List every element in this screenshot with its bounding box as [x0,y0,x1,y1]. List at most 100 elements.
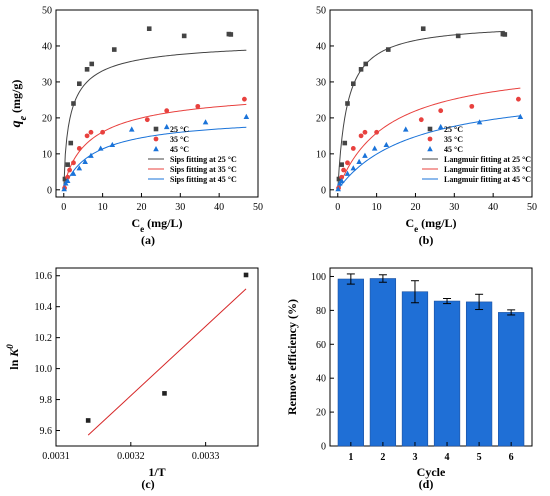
panel-b-series-1-point [420,26,426,31]
panel-b-series-1-point [351,81,356,87]
panel-b-series-2-point [438,108,444,114]
panel-b-fit-line-2 [337,87,521,190]
panel-d-ytick-label: 60 [316,340,326,351]
panel-a-series-1-point [111,47,117,52]
panel-d-xtick-label: 3 [412,452,417,463]
panel-c-van-t-hoff: 0.0031 0.0032 0.0033 9.6 9.8 10.0 10.2 10.4 10.6… [5,267,259,479]
panel-c-fit-line [87,288,247,436]
panel-c-xtick-label: 0.0032 [117,451,145,462]
panel-a-legend-entry: 25 °C [170,125,189,134]
panel-a-series-2-point [76,146,82,151]
panel-d-x-axis-label: Cycle [417,465,446,479]
panel-a-fit-line-2 [63,103,247,190]
panel-c-data-point [162,391,167,396]
panel-a-series-1-point [77,81,82,87]
panel-c-ytick-label: 10.6 [35,271,53,282]
panel-a-legend-entry: 45 °C [170,145,189,154]
panel-a-series-3-point [82,158,88,164]
panel-a-legend-marker-point [153,126,159,132]
panel-d-bar-cycle-4 [433,300,461,447]
panel-a-series-1-point [68,140,74,146]
panel-b-legend-marker-point [427,146,433,152]
panel-b-legend-entry: 35 °C [444,135,463,144]
panel-a-series-2-point [84,133,90,139]
panel-b-series-2-point [341,167,346,173]
panel-a-series-2-point [144,117,150,123]
panel-a-ytick-label: 20 [42,113,52,124]
panel-b-legend-entry: Langmuir fitting at 25 °C [444,155,531,164]
panel-c-ytick-label: 10.4 [35,302,53,313]
panel-d-cycle-bars: 0 20 40 60 80 100 1 2 3 4 5 6 Cycle Remove efficiency… [285,267,533,479]
panel-a-ytick-label: 30 [42,77,52,88]
panel-d-xtick-label: 2 [380,452,385,463]
panel-a-xtick-label: 10 [98,202,108,213]
panel-a-xtick-label: 50 [253,202,263,213]
panel-b-series-3-point [356,158,362,164]
panel-c-y-axis-label: ln K0 [5,344,21,370]
panel-d-plot-frame [329,267,533,447]
panel-a-series-2-point [195,103,201,109]
panel-a-series-2-point [100,129,106,135]
panel-a-series-2-point [65,174,71,180]
panel-b-series-3-point [476,119,483,125]
panel-label-a: (a) [141,233,155,247]
panel-b-series-2-point [362,129,368,135]
panel-a-series-3-point [243,113,250,120]
panel-b-series-3-point [344,170,351,176]
panel-a-series-1-point [65,162,70,167]
panel-b-xtick-label: 30 [449,202,459,213]
panel-b-series-1-point [342,140,348,146]
panel-b-series-2-point [516,96,521,102]
panel-a-ytick-label: 50 [42,6,52,17]
panel-b-series-3-point [437,123,444,130]
panel-b-ytick-label: 0 [321,185,326,196]
panel-c-x-axis-label: 1/T [148,465,165,479]
panel-a-legend-marker-point [153,136,159,142]
panel-b-xtick-label: 20 [410,202,420,213]
panel-a-xtick-label: 0 [61,202,66,213]
panel-a-xtick-label: 20 [136,202,146,213]
panel-c-data-point [243,272,249,278]
panel-a-series-2-point [71,160,76,166]
panel-c-data-point [85,418,91,423]
panel-a-series-2-point [67,167,72,173]
panel-b-xtick-label: 40 [488,202,498,213]
panel-label-c: (c) [141,477,154,491]
panel-b-legend-marker-point [427,126,433,132]
panel-d-bar-cycle-6 [498,312,525,447]
panel-a-fit-line-1 [63,49,247,190]
panel-b-series-3-point [362,152,368,158]
panel-d-bar-cycle-5 [465,301,493,447]
panel-d-xtick-label: 6 [509,452,514,463]
panel-a-series-1-point [228,32,234,37]
panel-a-series-3-point [109,141,116,148]
panel-b-legend-entry: Langmuir fitting at 45 °C [444,175,531,184]
panel-a-ytick-label: 0 [47,185,52,196]
panel-b-ytick-label: 30 [316,77,326,88]
panel-b-legend-marker-point [427,136,433,142]
panel-b-series-2-point [469,103,475,109]
panel-b-series-1-point [502,32,508,37]
panel-a-series-2-point [88,129,94,135]
panel-d-xtick-label: 1 [348,452,353,463]
panel-b-legend-entry: 25 °C [444,125,463,134]
panel-b-plot-frame [329,9,533,198]
panel-a-series-1-point [84,67,90,72]
panel-b-series-3-point [338,177,345,184]
panel-a-legend-entry: Sips fitting at 25 °C [170,155,237,164]
panel-b-x-axis-label: Ce (mg/L) [406,216,457,234]
panel-a-series-2-point [242,96,247,102]
panel-b-series-1-point [339,162,344,167]
panel-d-xtick-label: 5 [477,452,482,463]
panel-b-series-1-point [336,176,342,182]
panel-d-ytick-label: 20 [316,408,326,419]
panel-b-xtick-label: 10 [372,202,382,213]
panel-b-fit-line-3 [337,115,521,191]
panel-a-xtick-label: 30 [175,202,185,213]
panel-d-bar-cycle-1 [337,278,364,447]
panel-b-legend-entry: 45 °C [444,145,463,154]
panel-d-ytick-label: 100 [311,272,326,283]
panel-b-series-2-point [358,133,364,139]
panel-a-x-axis-label: Ce (mg/L) [132,216,183,234]
